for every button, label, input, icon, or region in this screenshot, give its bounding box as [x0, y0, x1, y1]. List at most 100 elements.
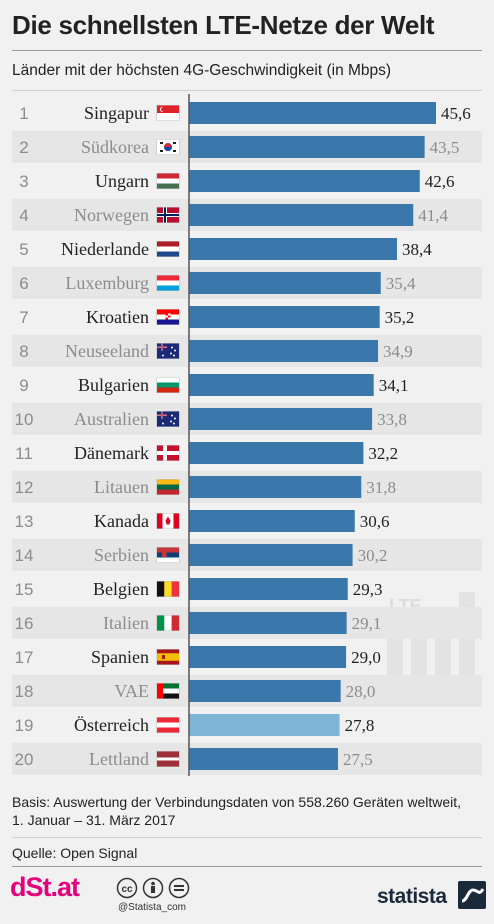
creative-commons-icon: cc [116, 877, 190, 899]
flag-serbia-icon [156, 547, 180, 563]
bar [189, 714, 340, 736]
value-label: 29,3 [353, 580, 383, 599]
bar [189, 374, 374, 396]
country-label: Dänemark [74, 443, 149, 463]
country-label: Kanada [94, 511, 149, 531]
country-label: VAE [114, 681, 149, 701]
flag-luxembourg-icon [156, 275, 180, 291]
dst-logo[interactable]: dSt.at [10, 872, 80, 902]
bar [189, 340, 379, 362]
bar [189, 476, 362, 498]
rank-label: 16 [15, 614, 34, 633]
rank-label: 8 [19, 342, 28, 361]
bar-chart: 1 Singapur 45,6 2 Südkorea 43,5 3 Ungarn 42,6 4 No… [12, 94, 482, 776]
country-label: Bulgarien [78, 375, 149, 395]
value-label: 34,9 [383, 342, 413, 361]
statista-logo[interactable]: statista [377, 885, 447, 908]
value-label: 45,6 [441, 104, 471, 123]
country-label: Norwegen [74, 205, 149, 225]
value-label: 35,2 [385, 308, 415, 327]
flag-austria-icon [156, 717, 180, 733]
rank-label: 2 [19, 138, 28, 157]
statista-wave-icon [458, 881, 486, 909]
bar [189, 238, 397, 260]
title-divider [12, 50, 482, 51]
value-label: 29,0 [351, 648, 381, 667]
country-label: Neuseeland [65, 341, 149, 361]
rank-label: 5 [19, 240, 28, 259]
rank-label: 20 [15, 750, 34, 769]
value-label: 32,2 [368, 444, 398, 463]
bar [189, 748, 338, 770]
flag-singapore-icon [156, 105, 180, 121]
value-label: 27,5 [343, 750, 373, 769]
chart-title: Die schnellsten LTE-Netze der Welt [12, 10, 435, 40]
country-label: Belgien [93, 579, 149, 599]
rank-label: 12 [15, 478, 34, 497]
country-label: Ungarn [95, 171, 149, 191]
flag-croatia-icon [156, 309, 180, 325]
rank-label: 13 [15, 512, 34, 531]
flag-bulgaria-icon [156, 377, 180, 393]
value-label: 27,8 [345, 716, 375, 735]
value-label: 30,6 [360, 512, 390, 531]
flag-australia-icon [156, 411, 180, 427]
twitter-handle: @Statista_com [118, 902, 186, 913]
subtitle-divider [12, 90, 482, 91]
flag-belgium-icon [156, 581, 180, 597]
rank-label: 4 [19, 206, 28, 225]
flag-spain-icon [156, 649, 180, 665]
basis-note: Basis: Auswertung der Verbindungsdaten v… [12, 794, 462, 828]
bar [189, 136, 425, 158]
flag-lithuania-icon [156, 479, 180, 495]
bar [189, 204, 414, 226]
bar [189, 170, 420, 192]
bar [189, 102, 436, 124]
flag-italy-icon [156, 615, 180, 631]
value-label: 43,5 [430, 138, 460, 157]
rank-label: 18 [15, 682, 34, 701]
flag-canada-icon [156, 513, 180, 529]
rank-label: 9 [19, 376, 28, 395]
rank-label: 11 [15, 444, 33, 463]
value-label: 42,6 [425, 172, 455, 191]
flag-denmark-icon [156, 445, 180, 461]
bar [189, 510, 355, 532]
bar [189, 646, 347, 668]
svg-text:cc: cc [121, 884, 133, 895]
value-label: 38,4 [402, 240, 432, 259]
bar [189, 442, 364, 464]
value-label: 35,4 [386, 274, 416, 293]
value-label: 31,8 [366, 478, 396, 497]
bar [189, 408, 373, 430]
country-label: Luxemburg [65, 273, 149, 293]
flag-norway-icon [156, 207, 180, 223]
rank-label: 1 [19, 104, 28, 123]
bar [189, 680, 341, 702]
bar [189, 306, 380, 328]
value-label: 30,2 [358, 546, 388, 565]
rank-label: 3 [19, 172, 28, 191]
source-note: Quelle: Open Signal [12, 845, 138, 861]
flag-latvia-icon [156, 751, 180, 767]
rank-label: 17 [15, 648, 34, 667]
value-label: 33,8 [377, 410, 407, 429]
bar [189, 544, 353, 566]
source-divider [12, 837, 482, 838]
country-label: Spanien [91, 647, 149, 667]
country-label: Australien [74, 409, 149, 429]
country-label: Niederlande [61, 239, 149, 259]
value-label: 34,1 [379, 376, 409, 395]
country-label: Singapur [84, 103, 149, 123]
bar [189, 578, 348, 600]
flag-new-zealand-icon [156, 343, 180, 359]
value-label: 41,4 [418, 206, 448, 225]
chart-subtitle: Länder mit der höchsten 4G-Geschwindigke… [12, 62, 392, 79]
flag-south-korea-icon [156, 139, 180, 155]
footer-divider [12, 866, 482, 867]
bar [189, 612, 347, 634]
rank-label: 10 [15, 410, 34, 429]
bar [189, 272, 381, 294]
country-label: Österreich [74, 715, 149, 735]
country-label: Südkorea [81, 137, 149, 157]
